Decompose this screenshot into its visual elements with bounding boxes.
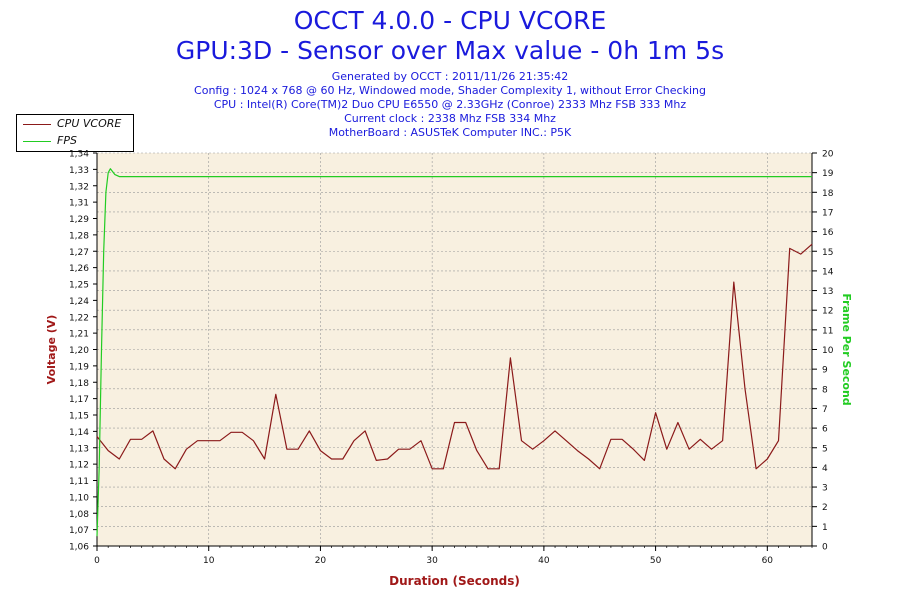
- legend-swatch: [23, 141, 51, 142]
- x-tick-label: 10: [203, 556, 215, 566]
- y-tick-label: 1,32: [69, 182, 89, 192]
- legend-item-cpu-vcore: CPU VCORE: [17, 116, 133, 132]
- y-tick-label: 1,06: [69, 543, 89, 553]
- y-tick-label: 1,11: [69, 477, 89, 487]
- y2-tick-label: 17: [822, 208, 833, 218]
- y-tick-label: 1,20: [69, 346, 89, 356]
- y2-tick-label: 8: [822, 385, 828, 395]
- y2-tick-label: 16: [822, 228, 834, 238]
- y-tick-label: 1,13: [69, 444, 89, 454]
- y2-tick-label: 1: [822, 523, 828, 533]
- y2-tick-label: 7: [822, 405, 828, 415]
- y2-tick-label: 13: [822, 287, 833, 297]
- y2-tick-label: 3: [822, 484, 828, 494]
- y-tick-label: 1,34: [69, 150, 89, 160]
- info-config: Config : 1024 x 768 @ 60 Hz, Windowed mo…: [194, 84, 706, 97]
- y-tick-label: 1,33: [69, 166, 89, 176]
- chart-title: OCCT 4.0.0 - CPU VCORE: [293, 6, 607, 35]
- x-tick-label: 0: [94, 556, 100, 566]
- x-tick-label: 50: [650, 556, 662, 566]
- y2-tick-label: 6: [822, 425, 828, 435]
- y2-tick-label: 5: [822, 444, 828, 454]
- series-line-cpu-vcore: [96, 243, 813, 470]
- y-tick-label: 1,12: [69, 461, 89, 471]
- y2-tick-label: 19: [822, 169, 834, 179]
- legend-swatch: [23, 124, 51, 125]
- x-tick-label: 30: [426, 556, 438, 566]
- y2-tick-label: 15: [822, 248, 833, 258]
- y-tick-label: 1,17: [69, 395, 89, 405]
- series-line-fps: [96, 168, 812, 537]
- y-tick-label: 1,29: [69, 215, 89, 225]
- legend-label: FPS: [57, 134, 77, 147]
- info-motherboard: MotherBoard : ASUSTeK Computer INC.: P5K: [328, 126, 572, 139]
- legend: CPU VCORE FPS: [16, 114, 134, 152]
- y-tick-label: 1,25: [69, 281, 89, 291]
- y-tick-label: 1,31: [69, 199, 89, 209]
- y-tick-label: 1,28: [69, 231, 89, 241]
- info-current-clock: Current clock : 2338 Mhz FSB 334 Mhz: [344, 112, 556, 125]
- y-tick-label: 1,27: [69, 248, 89, 258]
- chart-subtitle: GPU:3D - Sensor over Max value - 0h 1m 5…: [175, 36, 725, 65]
- y-tick-label: 1,22: [69, 313, 89, 323]
- info-cpu: CPU : Intel(R) Core(TM)2 Duo CPU E6550 @…: [213, 98, 687, 111]
- legend-label: CPU VCORE: [57, 117, 122, 130]
- legend-item-fps: FPS: [17, 133, 133, 149]
- y-tick-label: 1,18: [69, 379, 89, 389]
- y-tick-label: 1,19: [69, 362, 89, 372]
- y2-tick-label: 20: [822, 150, 834, 160]
- y2-tick-label: 11: [822, 326, 833, 336]
- x-axis-label: Duration (Seconds): [389, 574, 520, 588]
- y2-tick-label: 4: [822, 464, 828, 474]
- x-tick-label: 60: [762, 556, 774, 566]
- y-tick-label: 1,15: [69, 412, 89, 422]
- y-tick-label: 1,24: [69, 297, 89, 307]
- info-generated: Generated by OCCT : 2011/11/26 21:35:42: [331, 70, 569, 83]
- y-tick-label: 1,10: [69, 493, 89, 503]
- y2-axis-label: Frame Per Second: [840, 293, 853, 405]
- x-tick-label: 40: [538, 556, 550, 566]
- y2-tick-label: 2: [822, 503, 828, 513]
- y-tick-label: 1,26: [69, 264, 89, 274]
- y2-tick-label: 18: [822, 189, 834, 199]
- y2-tick-label: 12: [822, 307, 833, 317]
- y-tick-label: 1,14: [69, 428, 89, 438]
- y2-tick-label: 0: [822, 543, 828, 553]
- y2-tick-label: 14: [822, 267, 834, 277]
- x-tick-label: 20: [315, 556, 327, 566]
- y2-tick-label: 10: [822, 346, 834, 356]
- y-tick-label: 1,21: [69, 330, 89, 340]
- y2-tick-label: 9: [822, 366, 828, 376]
- y-tick-label: 1,08: [69, 510, 89, 520]
- y-axis-label: Voltage (V): [45, 315, 58, 385]
- y-tick-label: 1,07: [69, 526, 89, 536]
